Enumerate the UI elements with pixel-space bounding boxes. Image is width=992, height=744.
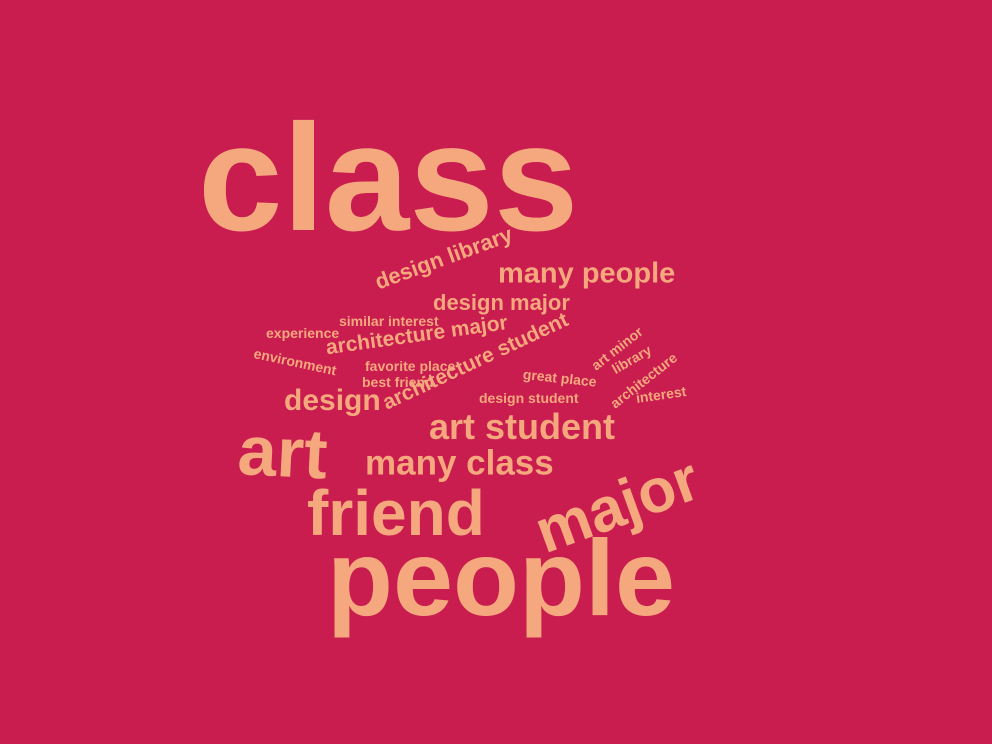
word-environment: environment bbox=[252, 345, 338, 379]
word-design-major: design major bbox=[433, 290, 570, 315]
word-many-people: many people bbox=[498, 257, 676, 290]
word-best-friend: best friend bbox=[362, 374, 434, 390]
word-similar-interest: similar interest bbox=[339, 313, 439, 329]
word-class: class bbox=[198, 93, 579, 263]
word-favorite-place: favorite place bbox=[365, 358, 456, 374]
word-friend: friend bbox=[307, 477, 485, 549]
word-design: design bbox=[284, 384, 381, 417]
word-many-class: many class bbox=[365, 443, 554, 483]
word-art-student: art student bbox=[429, 406, 616, 447]
word-great-place: great place bbox=[522, 366, 598, 390]
word-experience: experience bbox=[266, 325, 340, 341]
word-design-student: design student bbox=[479, 390, 579, 406]
word-people: people bbox=[327, 517, 676, 638]
